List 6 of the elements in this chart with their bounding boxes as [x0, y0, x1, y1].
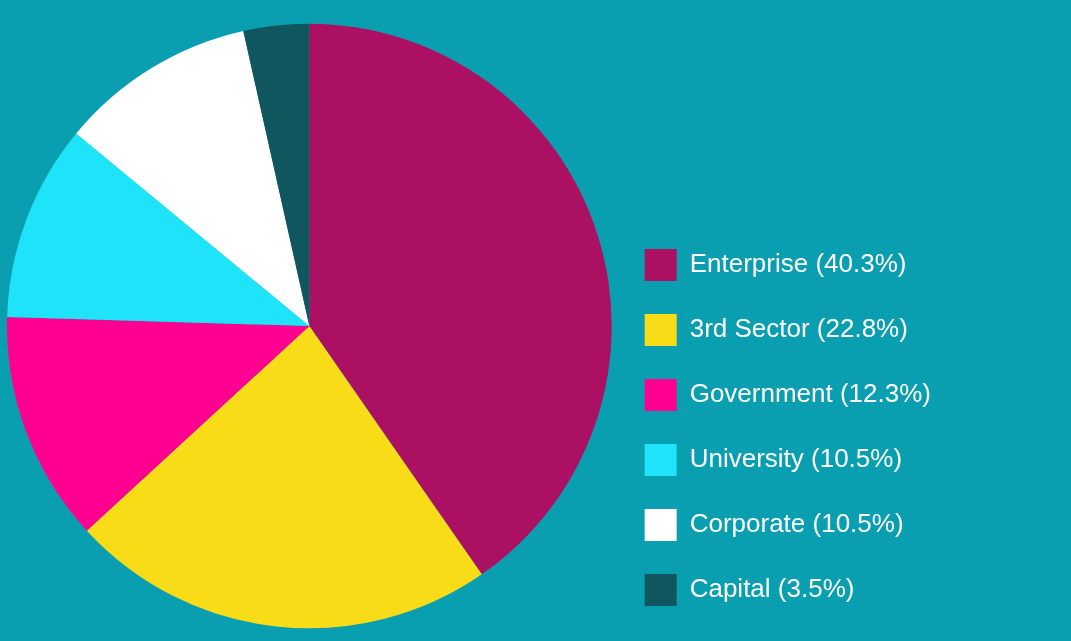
legend-label: Corporate (10.5%) — [689, 508, 904, 539]
legend-label: Government (12.3%) — [689, 378, 931, 409]
legend-label: Enterprise (40.3%) — [689, 248, 907, 279]
legend-label: 3rd Sector (22.8%) — [689, 313, 908, 344]
legend-label: Capital (3.5%) — [689, 573, 855, 604]
legend-label: University (10.5%) — [689, 443, 903, 474]
